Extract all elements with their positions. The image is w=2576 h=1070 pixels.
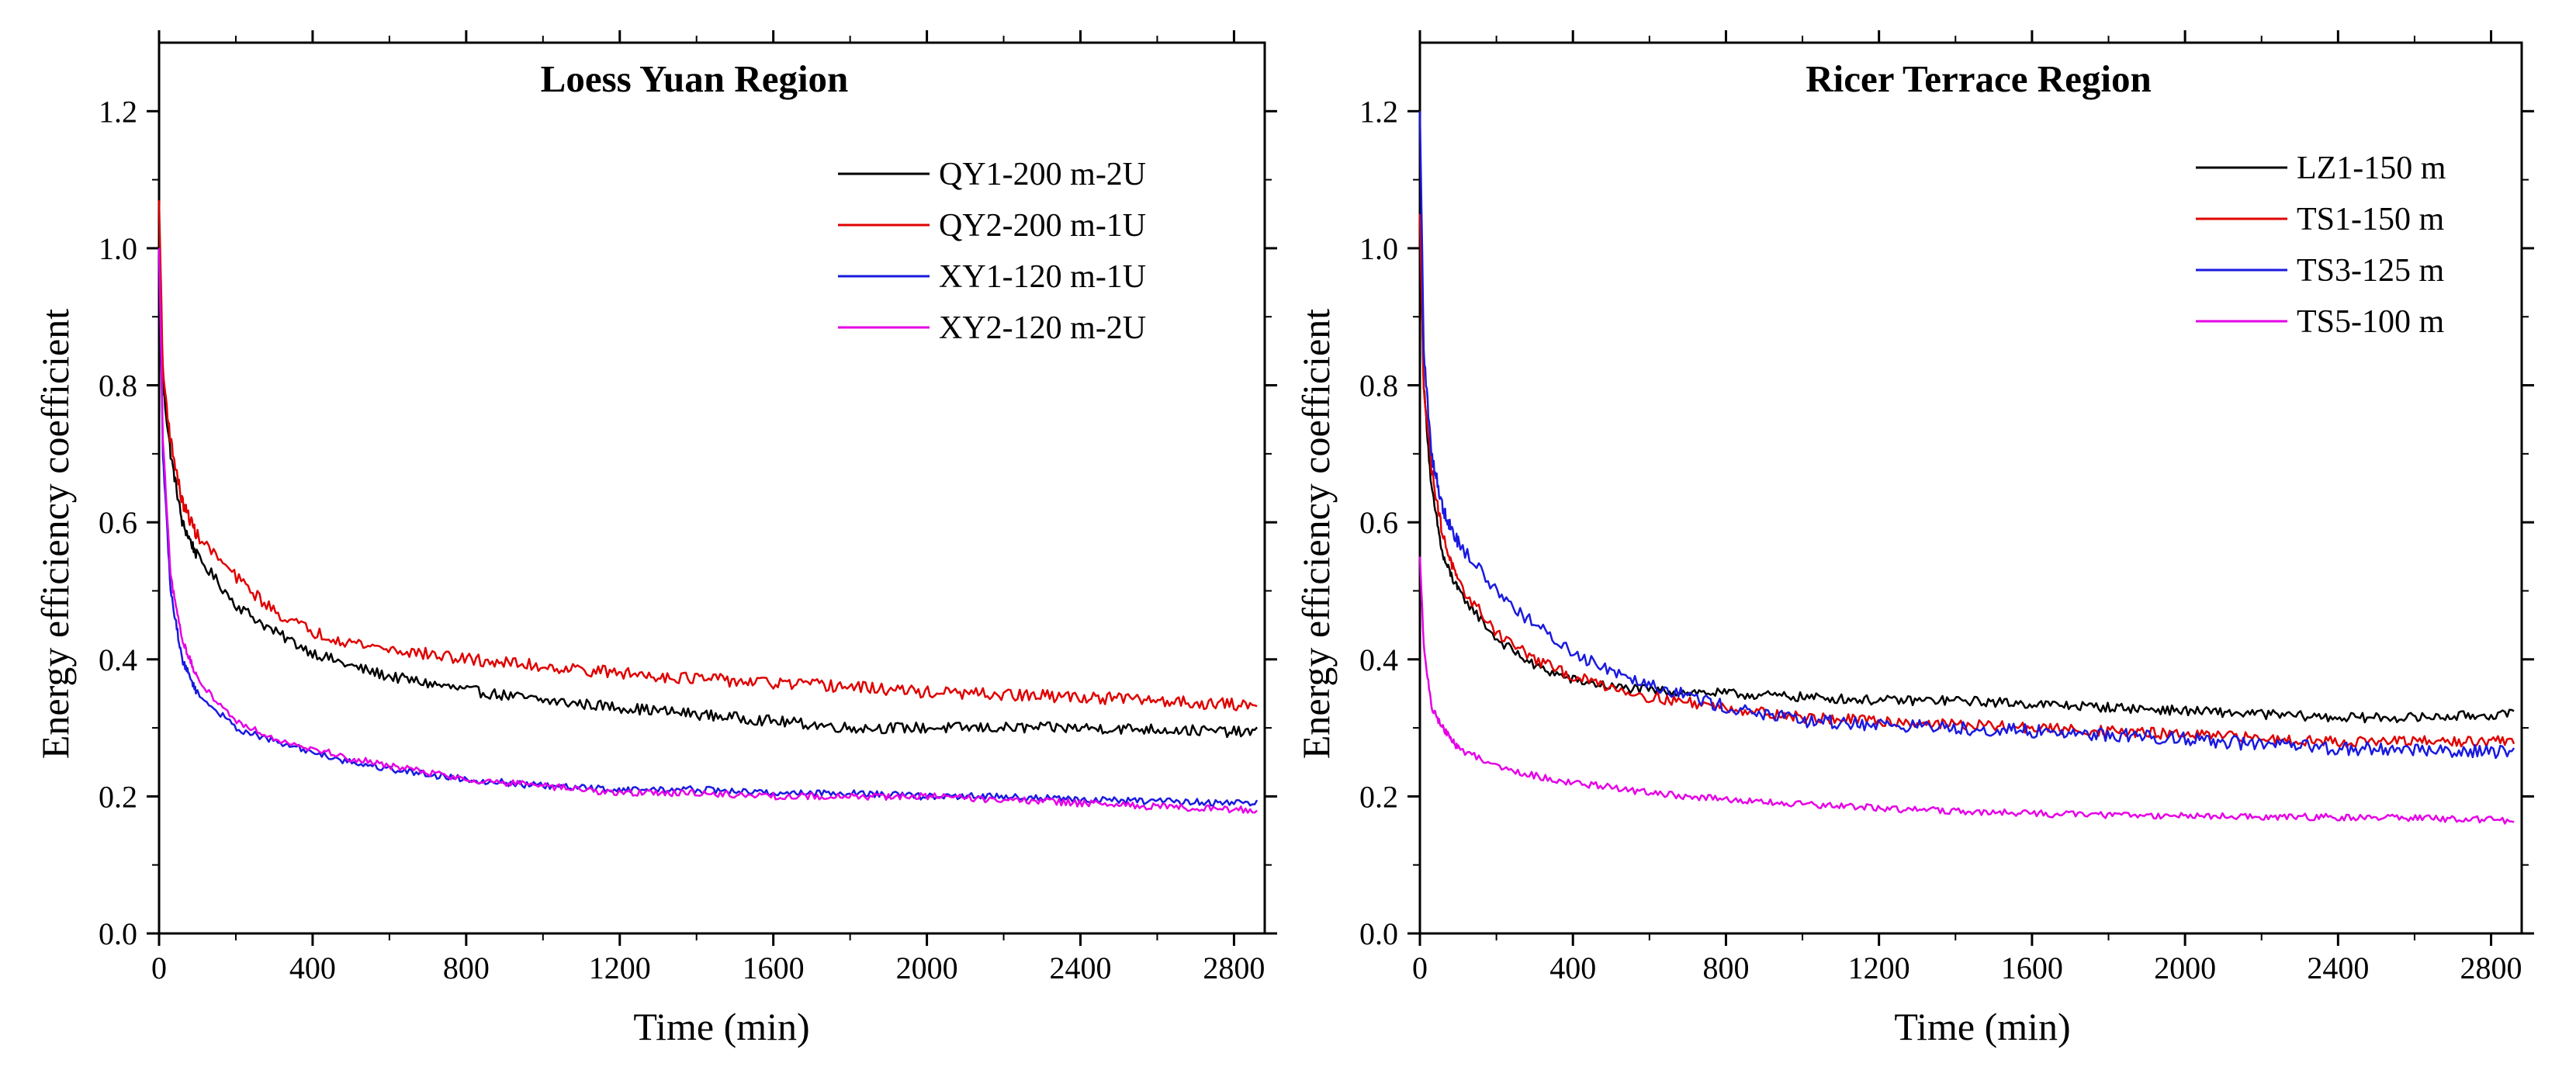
y-tick-label: 0.4 xyxy=(99,642,137,677)
series-line-ts3-125-m xyxy=(1418,111,2515,760)
x-tick-label: 0 xyxy=(1412,951,1428,985)
series-line-ts1-150-m xyxy=(1418,213,2515,748)
y-tick-label: 0.0 xyxy=(1359,916,1398,951)
y-tick-label: 1.0 xyxy=(1359,231,1398,266)
y-tick-label: 0.0 xyxy=(99,916,137,951)
chart-title: Ricer Terrace Region xyxy=(1806,57,2151,100)
x-axis-title: Time (min) xyxy=(633,1005,809,1048)
x-tick-label: 2000 xyxy=(896,951,958,985)
legend-label: XY1-120 m-1U xyxy=(939,259,1146,295)
x-tick-label: 2400 xyxy=(1050,951,1112,985)
series-line-qy1-200-m-2u xyxy=(158,234,1259,739)
plot-frame xyxy=(158,41,1266,935)
ricer-terrace-chart: Ricer Terrace Region Time (min) Energy e… xyxy=(1294,30,2534,1048)
x-axis-title: Time (min) xyxy=(1894,1005,2070,1048)
series-line-lz1-150-m xyxy=(1418,213,2515,724)
legend-label: TS3-125 m xyxy=(2297,253,2445,289)
y-axis-title: Energy efficiency coefficient xyxy=(1294,309,1338,759)
legend-label: QY2-200 m-1U xyxy=(939,208,1146,244)
y-tick-label: 1.0 xyxy=(99,231,137,266)
legend-label: LZ1-150 m xyxy=(2297,151,2446,186)
loess-yuan-chart: Loess Yuan Region Time (min) Energy effi… xyxy=(33,30,1277,1048)
x-tick-label: 1200 xyxy=(1848,951,1910,985)
y-tick-label: 0.8 xyxy=(1359,369,1398,403)
legend-label: TS5-100 m xyxy=(2297,304,2445,340)
x-tick-label: 1200 xyxy=(589,951,651,985)
y-tick-label: 0.8 xyxy=(99,369,137,403)
x-tick-label: 0 xyxy=(151,951,167,985)
legend-label: TS1-150 m xyxy=(2297,202,2445,237)
y-tick-label: 0.2 xyxy=(99,779,137,814)
series-line-xy2-120-m-2u xyxy=(158,248,1258,814)
plot-frame xyxy=(1418,41,2523,935)
y-tick-label: 0.6 xyxy=(99,505,137,540)
y-tick-label: 0.2 xyxy=(1359,779,1398,814)
chart-title: Loess Yuan Region xyxy=(541,57,849,100)
y-tick-label: 0.4 xyxy=(1359,642,1398,677)
x-tick-label: 400 xyxy=(1549,951,1596,985)
y-tick-label: 1.2 xyxy=(99,94,137,129)
y-tick-label: 0.6 xyxy=(1359,505,1398,540)
x-tick-label: 1600 xyxy=(743,951,805,985)
series-line-xy1-120-m-1u xyxy=(158,248,1259,807)
x-tick-label: 400 xyxy=(289,951,336,985)
legend-label: QY1-200 m-2U xyxy=(939,157,1146,192)
x-tick-label: 2400 xyxy=(2307,951,2369,985)
y-axis-title: Energy efficiency coefficient xyxy=(33,309,77,759)
legend-label: XY2-120 m-2U xyxy=(939,310,1146,346)
x-tick-label: 800 xyxy=(443,951,490,985)
y-tick-label: 1.2 xyxy=(1359,94,1398,129)
x-tick-label: 2800 xyxy=(2460,951,2522,985)
x-tick-label: 2800 xyxy=(1203,951,1265,985)
x-tick-label: 2000 xyxy=(2154,951,2216,985)
series-line-ts5-100-m xyxy=(1418,556,2515,825)
x-tick-label: 1600 xyxy=(2001,951,2063,985)
series-line-qy2-200-m-1u xyxy=(158,200,1258,712)
x-tick-label: 800 xyxy=(1702,951,1749,985)
